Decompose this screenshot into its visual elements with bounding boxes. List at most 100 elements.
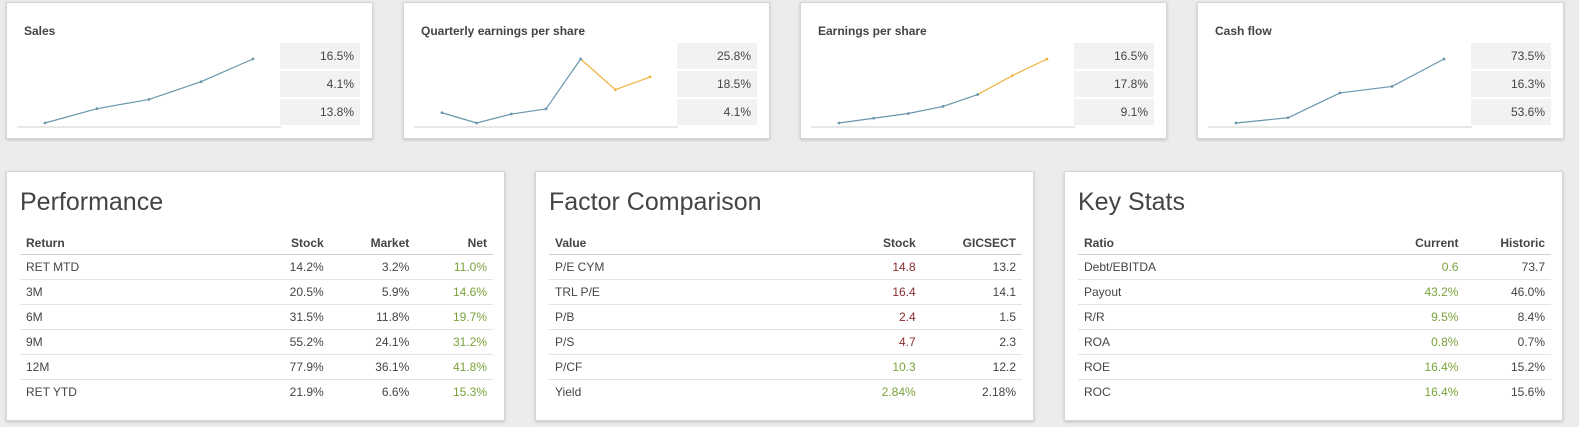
sparkline-point [941,105,945,108]
sparkline-point [906,112,910,115]
row-label: R/R [1078,304,1380,330]
performance-rows: RET MTD 14.2% 3.2% 11.0% 3M 20.5% 5.9% 14.6% 6M 3… [20,254,493,405]
sparkline-point [1286,116,1290,120]
cell-value: 10.3 [851,354,922,380]
value-list: 16.5% 4.1% 13.8% [280,43,360,127]
cell-value: 0.6 [1380,254,1465,280]
quarterly-eps-card: Quarterly earnings per share 25.8% 18.5%… [403,2,770,139]
factor-rows: P/E CYM 14.8 13.2 TRL P/E 16.4 14.1 P/B 2.4 1.5 P… [549,254,1022,405]
table-row: 9M 55.2% 24.1% 31.2% [20,329,493,355]
sparkline-segment [580,58,616,91]
row-label: P/CF [549,354,851,380]
sparkline-segment [1391,58,1445,87]
table-row: 6M 31.5% 11.8% 19.7% [20,304,493,330]
column-header: Net [415,231,493,255]
cell-value: 46.0% [1464,279,1551,305]
table-row: R/R 9.5% 8.4% [1078,304,1551,330]
row-label: P/E CYM [549,254,851,280]
row-label: ROA [1078,329,1380,355]
key-stats-table: Ratio Current Historic Debt/EBITDA 0.6 73.… [1078,231,1551,404]
sparkline-point [544,107,548,111]
value-cell: 9.1% [1074,99,1154,125]
sparkline-segment [838,117,874,124]
row-label: TRL P/E [549,279,851,305]
sparkline-point [648,75,652,79]
key-stats-rows: Debt/EBITDA 0.6 73.7 Payout 43.2% 46.0% R/R 9.5… [1078,254,1551,405]
value-cell: 25.8% [677,43,757,69]
table-row: RET YTD 21.9% 6.6% 15.3% [20,380,493,405]
table-row: TRL P/E 16.4 14.1 [549,279,1022,305]
sparkline-segment [942,93,978,107]
cell-value: 15.3% [452,385,487,399]
cell-value: 19.7% [415,304,493,330]
value-cell: 18.5% [677,71,757,97]
table-header-row: Value Stock GICSECT [549,231,1022,255]
card-title: Earnings per share [818,24,927,38]
cell-value: 4.7 [851,329,922,355]
row-label: ROE [1078,354,1380,380]
cell-value: 16.4% [1424,385,1459,399]
cell-value: 8.4% [1464,304,1551,330]
cash-flow-card: Cash flow 73.5% 16.3% 53.6% [1197,2,1564,139]
sparkline-point [613,88,617,92]
table-header-row: Ratio Current Historic [1078,231,1551,255]
table-header-row: Return Stock Market Net [20,231,493,255]
sparkline-segment [476,113,512,124]
cell-value: 3.2% [329,254,416,280]
row-label: Yield [555,385,582,399]
cell-value: 31.2% [415,329,493,355]
sparkline-point [199,80,203,84]
cash-flow-sparkline [1208,57,1472,128]
cell-value: 41.8% [415,354,493,380]
sparkline-segment [511,108,547,115]
cell-value: 2.3 [921,329,1022,355]
table-row: P/CF 10.3 12.2 [549,354,1022,380]
cell-value: 21.9% [289,385,324,399]
value-cell: 4.1% [280,71,360,97]
cell-value: 16.4% [1380,354,1465,380]
row-label: RET YTD [26,385,77,399]
sparkline-segment [1287,92,1341,119]
sparkline-segment [1339,85,1393,94]
cell-value: 15.2% [1464,354,1551,380]
value-list: 16.5% 17.8% 9.1% [1074,43,1154,127]
sparkline-segment [873,112,909,119]
cell-value: 14.6% [415,279,493,305]
cell-value: 1.5 [921,304,1022,330]
table-row: Debt/EBITDA 0.6 73.7 [1078,254,1551,280]
cell-value: 9.5% [1380,304,1465,330]
cell-value: 13.2 [921,254,1022,280]
sparkline-point [147,98,151,101]
column-header: Market [329,231,416,255]
sparkline-point [1010,74,1014,77]
column-header: Historic [1464,231,1551,255]
table-row: Yield 2.84% 2.18% [549,380,1022,405]
cell-value: 73.7 [1464,254,1551,280]
table-row: ROA 0.8% 0.7% [1078,329,1551,355]
table-row: 12M 77.9% 36.1% 41.8% [20,354,493,380]
row-label: ROC [1084,385,1111,399]
column-header: Value [549,231,851,255]
cell-value: 0.8% [1380,329,1465,355]
table-row: P/S 4.7 2.3 [549,329,1022,355]
table-row: P/B 2.4 1.5 [549,304,1022,330]
cell-value: 14.8 [851,254,922,280]
value-cell: 73.5% [1471,43,1551,69]
column-header: Ratio [1078,231,1380,255]
sparkline-point [579,57,583,61]
eps-sparkline [811,57,1075,128]
value-cell: 16.3% [1471,71,1551,97]
sparkline-point [1390,85,1394,88]
table-row: RET MTD 14.2% 3.2% 11.0% [20,254,493,280]
row-label: 3M [20,279,252,305]
card-heading: Factor Comparison [549,188,762,216]
sparkline-point [1045,57,1049,61]
factor-comparison-card: Factor Comparison Value Stock GICSECT P/… [535,171,1034,421]
value-cell: 16.5% [1074,43,1154,69]
sparkline-segment [1235,117,1289,124]
table-row: 3M 20.5% 5.9% 14.6% [20,279,493,305]
card-title: Quarterly earnings per share [421,24,586,38]
value-cell: 4.1% [677,99,757,125]
card-heading: Key Stats [1078,188,1185,216]
cell-value: 5.9% [329,279,416,305]
